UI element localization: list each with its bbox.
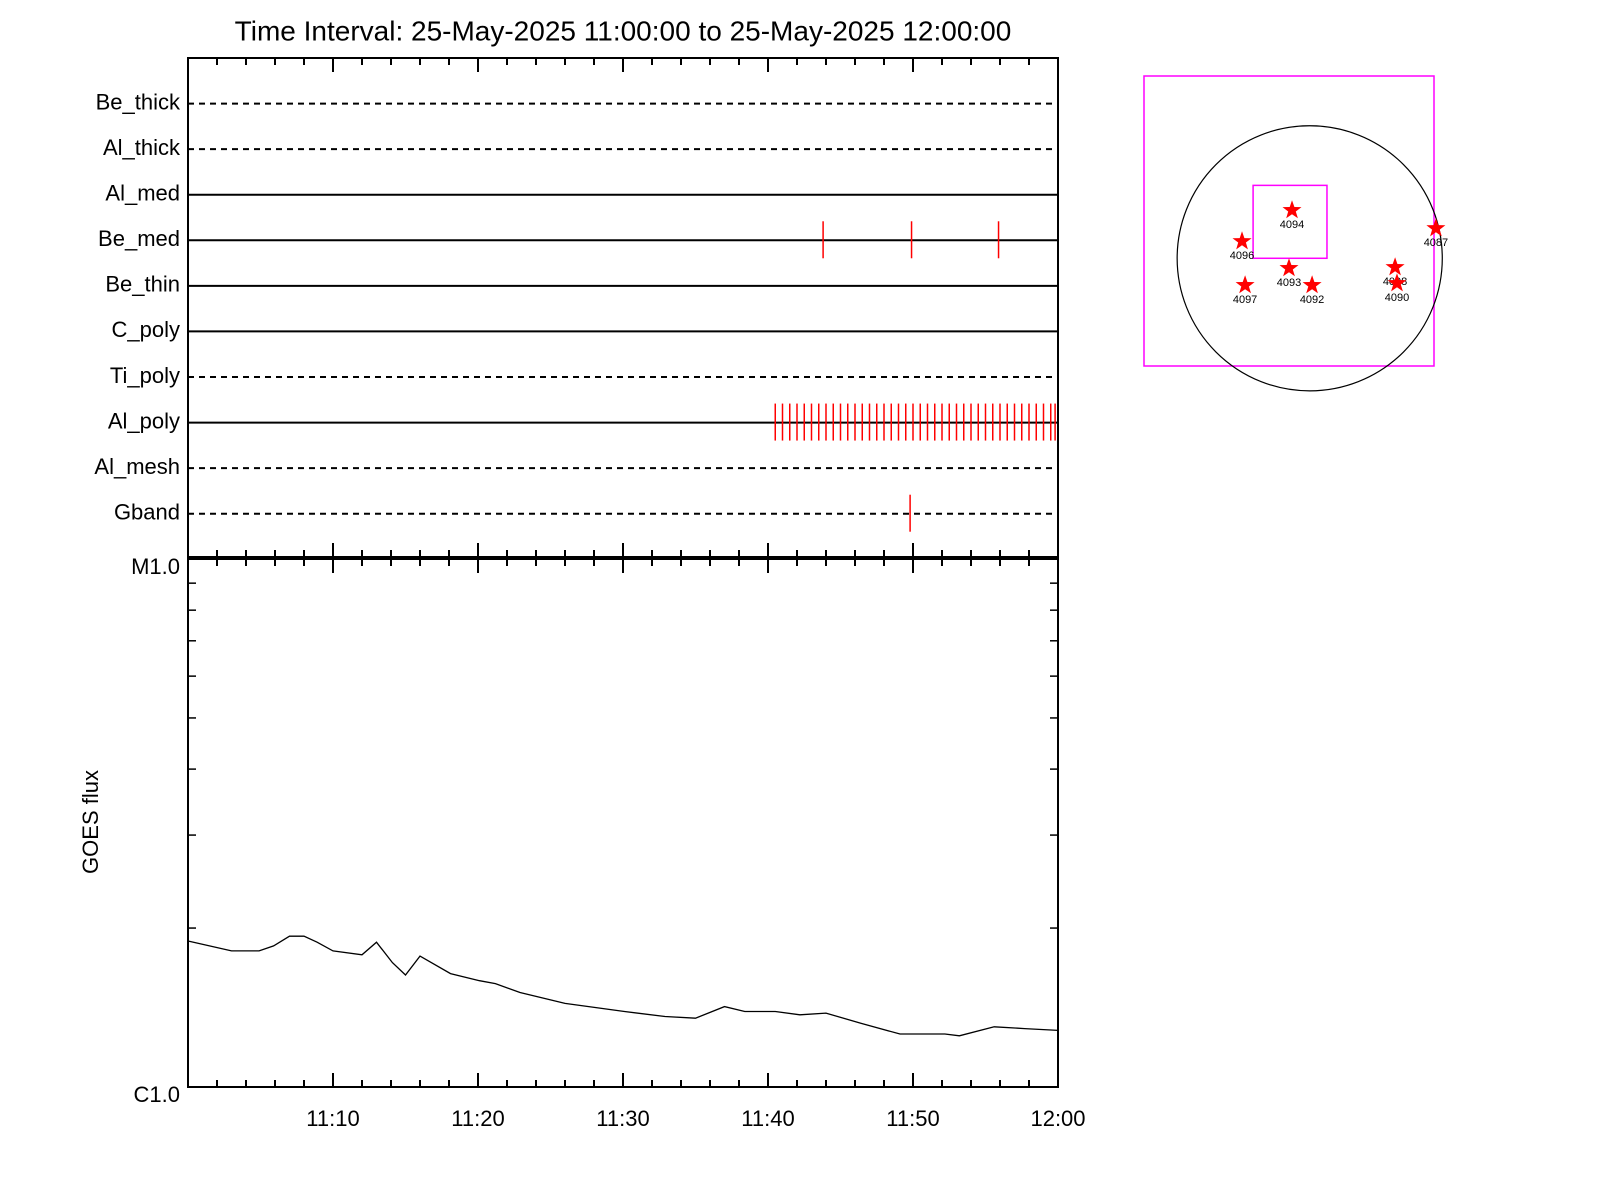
filter-label: Ti_poly: [110, 363, 180, 388]
active-region: [1279, 258, 1299, 277]
x-tick-label: 11:40: [741, 1106, 794, 1131]
plot-frame: [187, 57, 1059, 558]
x-tick-label: 11:30: [596, 1106, 649, 1131]
target-fov: [1252, 184, 1328, 260]
region-label: 4087: [1424, 237, 1448, 249]
x-tick-label: 11:20: [451, 1106, 504, 1131]
region-label: 4097: [1233, 294, 1257, 306]
filter-label: Be_thin: [105, 272, 180, 297]
filter-label: C_poly: [112, 317, 180, 342]
x-tick-label: 11:10: [306, 1106, 359, 1131]
chart-title: Time Interval: 25-May-2025 11:00:00 to 2…: [235, 15, 1012, 46]
x-tick-label: 11:50: [886, 1106, 939, 1131]
filter-label: Al_mesh: [94, 454, 180, 479]
active-region: [1302, 275, 1322, 294]
active-region: [1387, 273, 1407, 292]
x-tick-label: 12:00: [1030, 1106, 1085, 1131]
y-tick-label: C1.0: [134, 1082, 180, 1107]
filter-label: Gband: [114, 500, 180, 525]
active-region: [1232, 231, 1252, 250]
region-label: 4094: [1280, 219, 1304, 231]
filter-label: Al_med: [105, 181, 180, 206]
active-region: [1235, 275, 1255, 294]
active-region: [1426, 218, 1446, 237]
region-label: 4096: [1230, 250, 1254, 262]
active-region: [1282, 200, 1302, 219]
map-fov: [1143, 75, 1435, 367]
filter-label: Al_poly: [108, 408, 180, 433]
goes-flux-line: [187, 935, 1059, 1037]
active-region: [1385, 257, 1405, 276]
region-label: 4090: [1385, 292, 1409, 304]
y-tick-label: M1.0: [131, 554, 180, 579]
filter-label: Al_thick: [103, 135, 181, 160]
plot-frame: [187, 558, 1059, 1088]
region-label: 4092: [1300, 294, 1324, 306]
filter-label: Be_thick: [96, 89, 181, 114]
solar-limb: [1176, 125, 1443, 392]
y-axis-label: GOES flux: [78, 770, 103, 874]
region-label: 4093: [1277, 277, 1301, 289]
filter-label: Be_med: [98, 226, 180, 251]
